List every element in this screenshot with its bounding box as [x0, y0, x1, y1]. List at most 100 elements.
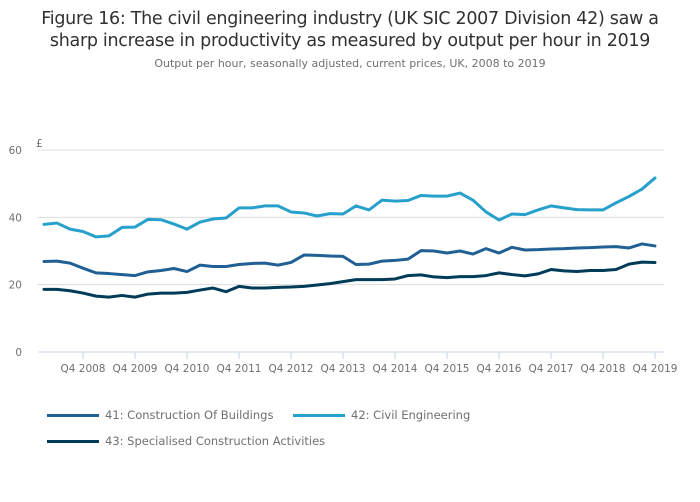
data-point[interactable] [326, 210, 334, 218]
data-point[interactable] [170, 220, 178, 228]
data-point[interactable] [495, 249, 503, 257]
data-point[interactable] [118, 291, 126, 299]
data-point[interactable] [495, 216, 503, 224]
data-point[interactable] [235, 260, 243, 268]
data-point[interactable] [339, 278, 347, 286]
data-point[interactable] [339, 210, 347, 218]
data-point[interactable] [560, 204, 568, 212]
data-point[interactable] [274, 283, 282, 291]
data-point[interactable] [209, 215, 217, 223]
data-point[interactable] [573, 268, 581, 276]
data-point[interactable] [560, 245, 568, 253]
data-point[interactable] [586, 244, 594, 252]
data-point[interactable] [118, 271, 126, 279]
data-point[interactable] [391, 275, 399, 283]
data-point[interactable] [339, 252, 347, 260]
data-point[interactable] [235, 204, 243, 212]
data-point[interactable] [469, 250, 477, 258]
data-point[interactable] [599, 243, 607, 251]
data-point[interactable] [417, 271, 425, 279]
data-point[interactable] [53, 285, 61, 293]
data-point[interactable] [157, 289, 165, 297]
data-point[interactable] [521, 272, 529, 280]
data-point[interactable] [469, 196, 477, 204]
data-point[interactable] [40, 220, 48, 228]
data-point[interactable] [196, 218, 204, 226]
data-point[interactable] [300, 251, 308, 259]
data-point[interactable] [79, 289, 87, 297]
data-point[interactable] [651, 258, 659, 266]
data-point[interactable] [300, 209, 308, 217]
data-point[interactable] [638, 185, 646, 193]
data-point[interactable] [547, 245, 555, 253]
legend-item-specialised-construction[interactable]: 43: Specialised Construction Activities [47, 434, 325, 448]
data-point[interactable] [79, 227, 87, 235]
data-point[interactable] [196, 261, 204, 269]
series-line-civil-engineering[interactable] [42, 176, 657, 239]
data-point[interactable] [326, 280, 334, 288]
data-point[interactable] [508, 210, 516, 218]
data-point[interactable] [131, 293, 139, 301]
data-point[interactable] [443, 192, 451, 200]
data-point[interactable] [144, 215, 152, 223]
data-point[interactable] [105, 293, 113, 301]
data-point[interactable] [352, 260, 360, 268]
data-point[interactable] [547, 266, 555, 274]
data-point[interactable] [144, 268, 152, 276]
data-point[interactable] [651, 242, 659, 250]
data-point[interactable] [157, 267, 165, 275]
data-point[interactable] [183, 288, 191, 296]
data-point[interactable] [612, 243, 620, 251]
data-point[interactable] [222, 262, 230, 270]
data-point[interactable] [53, 257, 61, 265]
data-point[interactable] [66, 287, 74, 295]
series-line-specialised-construction[interactable] [42, 260, 657, 299]
data-point[interactable] [209, 284, 217, 292]
data-point[interactable] [534, 270, 542, 278]
data-point[interactable] [313, 212, 321, 220]
data-point[interactable] [625, 244, 633, 252]
data-point[interactable] [482, 245, 490, 253]
data-point[interactable] [404, 197, 412, 205]
data-point[interactable] [404, 255, 412, 263]
legend-item-construction-of-buildings[interactable]: 41: Construction Of Buildings [47, 408, 273, 422]
data-point[interactable] [170, 265, 178, 273]
data-point[interactable] [287, 258, 295, 266]
data-point[interactable] [183, 225, 191, 233]
data-point[interactable] [40, 285, 48, 293]
data-point[interactable] [404, 272, 412, 280]
data-point[interactable] [430, 273, 438, 281]
legend-item-civil-engineering[interactable]: 42: Civil Engineering [293, 408, 470, 422]
data-point[interactable] [196, 286, 204, 294]
data-point[interactable] [92, 269, 100, 277]
data-point[interactable] [417, 191, 425, 199]
data-point[interactable] [261, 259, 269, 267]
data-point[interactable] [456, 247, 464, 255]
data-point[interactable] [157, 216, 165, 224]
data-point[interactable] [235, 282, 243, 290]
data-point[interactable] [53, 219, 61, 227]
data-point[interactable] [612, 199, 620, 207]
data-point[interactable] [352, 276, 360, 284]
data-point[interactable] [183, 268, 191, 276]
data-point[interactable] [261, 202, 269, 210]
data-point[interactable] [599, 267, 607, 275]
data-point[interactable] [586, 206, 594, 214]
data-point[interactable] [378, 276, 386, 284]
data-point[interactable] [352, 202, 360, 210]
data-point[interactable] [313, 281, 321, 289]
data-point[interactable] [534, 246, 542, 254]
data-point[interactable] [625, 260, 633, 268]
data-point[interactable] [105, 232, 113, 240]
data-point[interactable] [131, 272, 139, 280]
data-point[interactable] [612, 266, 620, 274]
data-point[interactable] [430, 247, 438, 255]
data-point[interactable] [508, 271, 516, 279]
data-point[interactable] [209, 262, 217, 270]
data-point[interactable] [469, 273, 477, 281]
data-point[interactable] [534, 206, 542, 214]
data-point[interactable] [456, 189, 464, 197]
data-point[interactable] [365, 206, 373, 214]
data-point[interactable] [391, 197, 399, 205]
data-point[interactable] [170, 289, 178, 297]
